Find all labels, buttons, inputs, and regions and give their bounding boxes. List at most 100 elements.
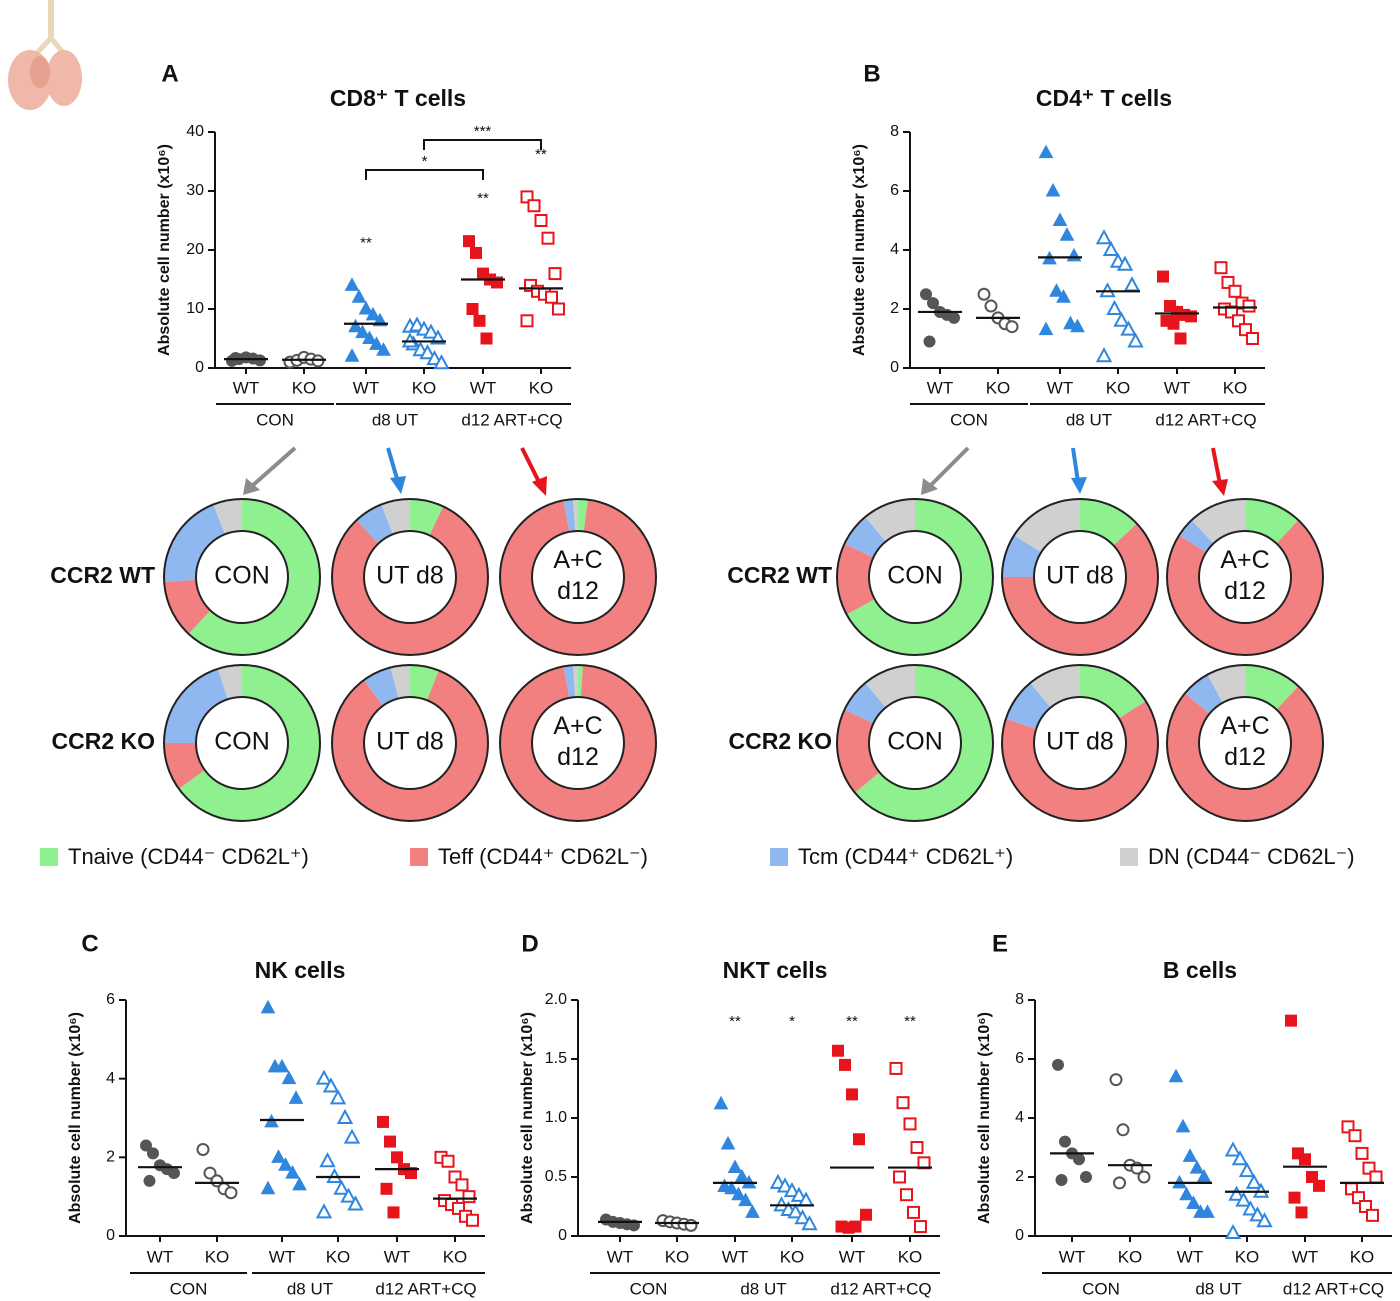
data-point (466, 303, 479, 315)
data-point (391, 1151, 403, 1164)
donut-center-label: d12 (1224, 743, 1266, 771)
data-point (1175, 1118, 1191, 1133)
x-tick-label: KO (1235, 1247, 1260, 1266)
data-point (1306, 1171, 1318, 1183)
data-point (832, 1044, 844, 1057)
data-point (853, 1133, 865, 1146)
group-label: CON (1082, 1279, 1120, 1298)
donut-segment (1080, 665, 1146, 719)
data-point (893, 1170, 906, 1184)
data-point (1127, 332, 1144, 348)
legend-label: Tnaive (CD44⁻ CD62L⁺) (68, 844, 309, 869)
legend-swatch (410, 848, 428, 866)
donut-outline (1001, 498, 1159, 656)
donut-outline (331, 664, 489, 822)
data-point (452, 1201, 465, 1215)
data-point (285, 1165, 300, 1179)
data-point (1214, 261, 1228, 275)
y-tick-label: 0 (195, 359, 204, 376)
x-tick-label: KO (412, 378, 437, 397)
group-label: d12 ART+CQ (461, 410, 562, 429)
donut-segment (865, 665, 915, 708)
panel-letter: E (992, 930, 1008, 957)
donut-segment (1001, 701, 1158, 822)
row-label: CCR2 KO (728, 728, 832, 754)
data-point (322, 1077, 340, 1093)
data-point (1052, 212, 1068, 226)
row-label: CCR2 WT (727, 562, 832, 588)
donut-segment (500, 499, 656, 656)
y-axis-label: Absolute cell number (x10⁶) (156, 144, 173, 356)
data-point (377, 1115, 389, 1128)
data-point (1179, 1186, 1194, 1201)
data-point (1288, 1191, 1301, 1204)
x-tick-label: KO (986, 378, 1011, 397)
donut-segment (563, 499, 576, 532)
x-tick-label: KO (665, 1247, 690, 1266)
data-point (977, 287, 991, 301)
y-tick-label: 4 (890, 241, 899, 258)
data-point (448, 1170, 462, 1184)
data-point (914, 1220, 927, 1234)
donut-hole (1033, 696, 1127, 790)
y-tick-label: 4 (1015, 1109, 1024, 1126)
data-point (1299, 1153, 1311, 1166)
data-point (1056, 289, 1071, 303)
data-point (405, 1167, 417, 1180)
donut-segment (1167, 520, 1324, 656)
data-point (329, 1089, 347, 1105)
group-label: d8 UT (372, 410, 418, 429)
data-point (534, 214, 548, 227)
data-point (288, 1090, 304, 1104)
data-point (1182, 1148, 1198, 1162)
data-point (419, 344, 436, 360)
data-point (462, 1190, 476, 1204)
data-point (920, 288, 932, 301)
group-label: d12 ART+CQ (1155, 410, 1256, 429)
data-point (1167, 317, 1180, 330)
data-point (1246, 332, 1259, 345)
data-point (724, 1180, 739, 1195)
y-tick-label: 20 (186, 241, 204, 258)
donut-hole (531, 530, 625, 624)
donut-outline (499, 498, 657, 656)
donut-hole (363, 530, 457, 624)
data-point (1228, 284, 1242, 298)
data-point (473, 314, 486, 327)
data-point (846, 1088, 858, 1101)
data-point (278, 1157, 293, 1171)
data-point (1239, 323, 1252, 337)
data-point (1224, 1223, 1242, 1240)
donut-outline (163, 664, 321, 822)
donut-segment (364, 667, 399, 706)
x-tick-label: KO (1223, 378, 1248, 397)
data-point (1055, 1173, 1068, 1186)
data-point (684, 1218, 698, 1232)
donut-center-label: CON (887, 728, 943, 756)
data-point (910, 1141, 924, 1154)
y-tick-label: 0 (106, 1227, 115, 1244)
data-point (1052, 1058, 1064, 1071)
data-point (315, 1069, 333, 1085)
x-tick-label: WT (233, 378, 259, 397)
x-tick-label: WT (147, 1247, 173, 1266)
x-tick-label: WT (839, 1247, 865, 1266)
data-point (1232, 314, 1245, 328)
data-point (1245, 1173, 1263, 1189)
data-point (713, 1095, 729, 1110)
data-point (369, 336, 384, 350)
data-point (1038, 321, 1054, 336)
x-tick-label: WT (1164, 378, 1190, 397)
data-point (351, 289, 367, 303)
donut-center-label: A+C (1220, 546, 1269, 574)
significance-label: ** (535, 146, 547, 163)
panel-letter: A (161, 60, 178, 87)
donut-segment (1207, 665, 1245, 703)
donut-segment (578, 499, 588, 532)
data-point (480, 332, 493, 345)
y-axis-label: Absolute cell number (x10⁶) (976, 1012, 993, 1224)
x-tick-label: WT (470, 378, 496, 397)
chart-title: CD8⁺ T cells (330, 85, 466, 111)
data-point (1362, 1161, 1376, 1175)
significance-label: ** (904, 1013, 916, 1030)
